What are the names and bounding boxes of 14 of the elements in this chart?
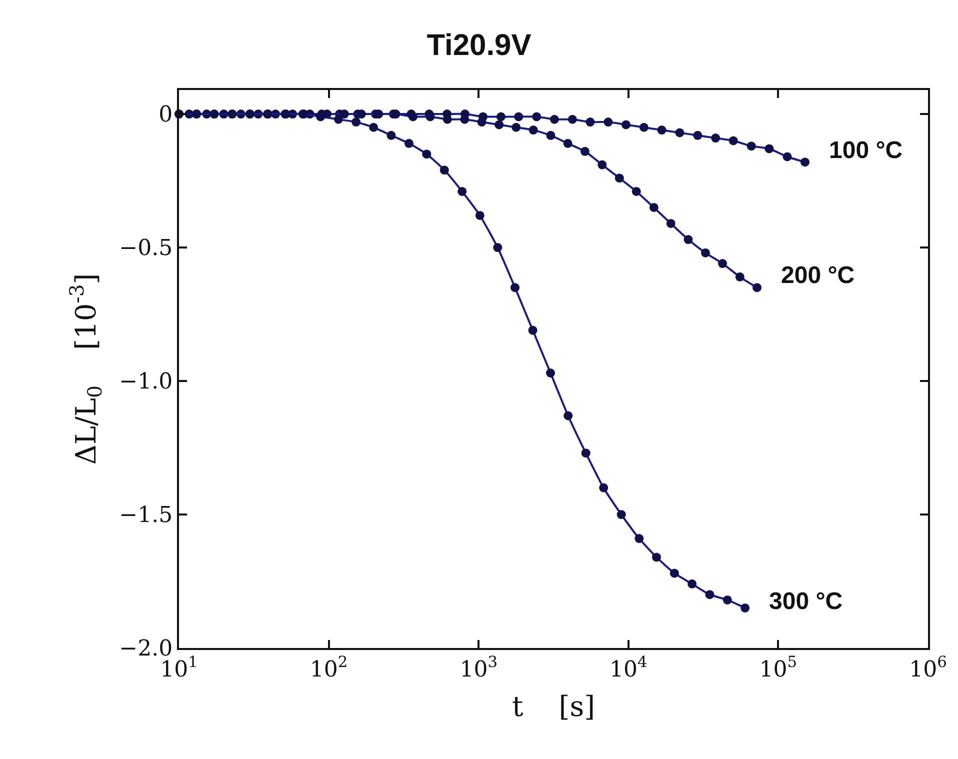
x-axis-title: t [s] bbox=[512, 690, 596, 723]
x-tick-label: 10$^{4}$ bbox=[610, 653, 648, 682]
series-label: 300 °C bbox=[769, 588, 843, 615]
y-tick-label: 0 bbox=[158, 102, 173, 128]
x-tick-label: 10$^{3}$ bbox=[460, 653, 498, 682]
series-label: 200 °C bbox=[781, 262, 855, 289]
x-tick-label: 10$^{2}$ bbox=[310, 653, 348, 682]
y-tick-label: −1.0 bbox=[119, 370, 173, 395]
y-tick-label: −1.5 bbox=[119, 503, 173, 528]
chart-title: Ti20.9V bbox=[426, 29, 532, 62]
x-tick-label: 10$^{6}$ bbox=[909, 653, 947, 682]
series-label: 100 °C bbox=[829, 137, 903, 164]
y-tick-label: −0.5 bbox=[119, 236, 173, 262]
x-tick-label: 10$^{5}$ bbox=[759, 653, 798, 682]
